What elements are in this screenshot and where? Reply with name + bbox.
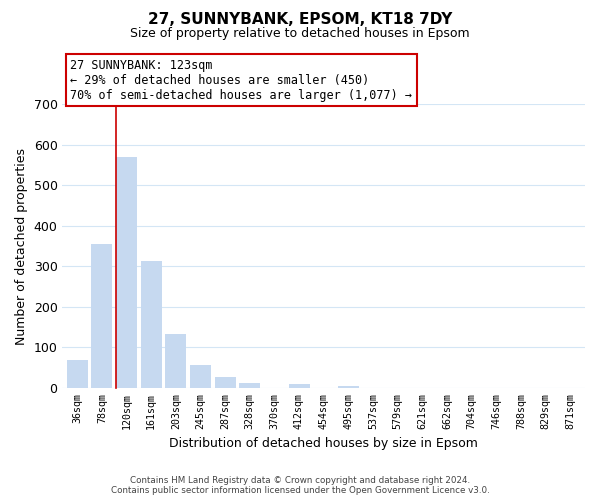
Bar (91, 244, 112, 388)
X-axis label: Distribution of detached houses by size in Epsom: Distribution of detached houses by size … (169, 437, 478, 450)
Bar (338, 386, 359, 388)
Bar (166, 334, 186, 388)
Bar (239, 382, 260, 388)
Bar (67, 360, 88, 388)
Text: Contains HM Land Registry data © Crown copyright and database right 2024.
Contai: Contains HM Land Registry data © Crown c… (110, 476, 490, 495)
Bar (140, 261, 161, 388)
Bar (116, 157, 137, 388)
Bar (190, 364, 211, 388)
Text: Size of property relative to detached houses in Epsom: Size of property relative to detached ho… (130, 28, 470, 40)
Bar (289, 384, 310, 388)
Text: 27, SUNNYBANK, EPSOM, KT18 7DY: 27, SUNNYBANK, EPSOM, KT18 7DY (148, 12, 452, 28)
Bar (215, 377, 236, 388)
Text: 27 SUNNYBANK: 123sqm
← 29% of detached houses are smaller (450)
70% of semi-deta: 27 SUNNYBANK: 123sqm ← 29% of detached h… (70, 58, 412, 102)
Y-axis label: Number of detached properties: Number of detached properties (15, 148, 28, 344)
